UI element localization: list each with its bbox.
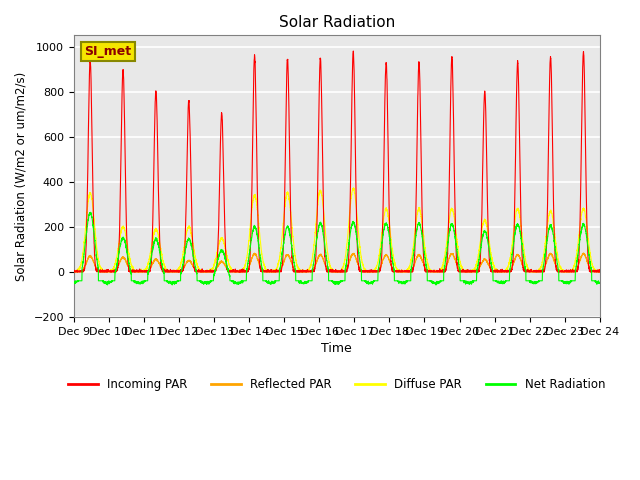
Legend: Incoming PAR, Reflected PAR, Diffuse PAR, Net Radiation: Incoming PAR, Reflected PAR, Diffuse PAR… bbox=[63, 373, 610, 396]
X-axis label: Time: Time bbox=[321, 342, 352, 355]
Text: SI_met: SI_met bbox=[84, 45, 131, 58]
Title: Solar Radiation: Solar Radiation bbox=[278, 15, 395, 30]
Y-axis label: Solar Radiation (W/m2 or um/m2/s): Solar Radiation (W/m2 or um/m2/s) bbox=[15, 72, 28, 281]
